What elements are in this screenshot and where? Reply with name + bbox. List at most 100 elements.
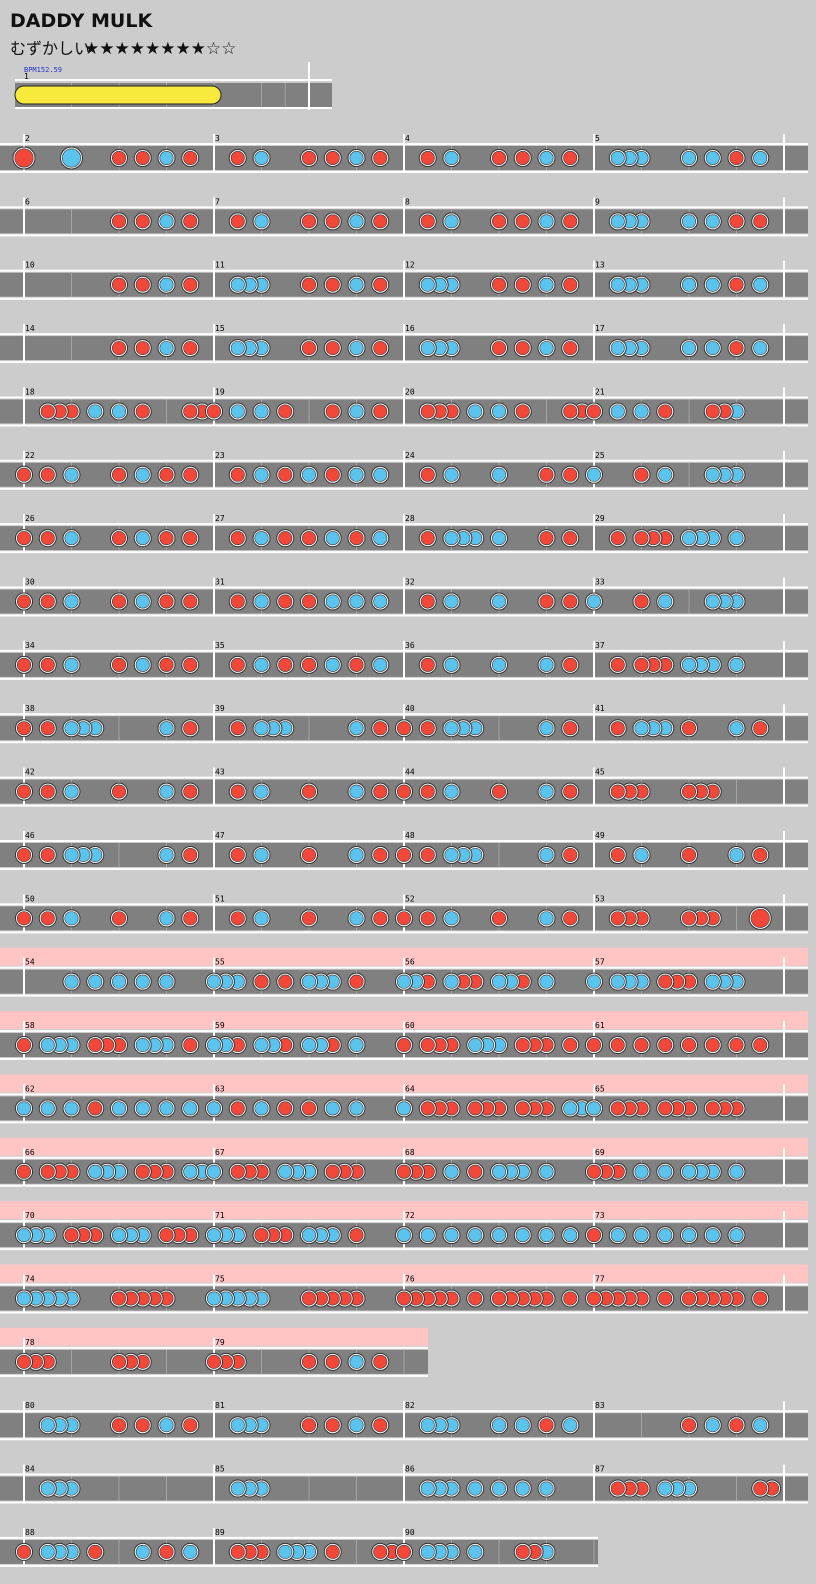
ka-note	[230, 1481, 245, 1496]
measure-number: 53	[595, 894, 605, 903]
don-note	[278, 467, 293, 482]
ka-note	[64, 1101, 79, 1116]
don-note	[563, 404, 578, 419]
ka-note	[64, 784, 79, 799]
don-note	[634, 531, 649, 546]
don-note	[325, 1544, 340, 1559]
ka-note	[491, 1228, 506, 1243]
don-note	[681, 721, 696, 736]
don-note	[396, 1291, 411, 1306]
measure-number: 2	[25, 134, 30, 143]
don-note	[373, 1354, 388, 1369]
gogo-band	[0, 1201, 808, 1220]
don-note	[729, 277, 744, 292]
ka-note	[468, 1481, 483, 1496]
don-note	[183, 911, 198, 926]
don-note	[515, 404, 530, 419]
ka-note	[254, 847, 269, 862]
don-note	[230, 151, 245, 166]
don-note	[301, 1291, 316, 1306]
ka-note	[468, 404, 483, 419]
ka-note	[349, 214, 364, 229]
don-note	[254, 974, 269, 989]
don-note	[183, 784, 198, 799]
measure-number: 78	[25, 1338, 35, 1347]
measure-number: 7	[215, 197, 220, 206]
don-note	[325, 1354, 340, 1369]
ka-note	[491, 657, 506, 672]
ka-note	[420, 1228, 435, 1243]
ka-note	[254, 1038, 269, 1053]
measure-number: 79	[215, 1338, 225, 1347]
ka-note	[681, 214, 696, 229]
don-note	[301, 847, 316, 862]
don-note	[16, 657, 31, 672]
ka-note	[681, 1164, 696, 1179]
don-note	[373, 911, 388, 926]
don-note	[491, 1291, 506, 1306]
ka-note	[658, 1164, 673, 1179]
ka-note	[159, 911, 174, 926]
don-note	[278, 531, 293, 546]
ka-note	[634, 721, 649, 736]
don-note	[420, 151, 435, 166]
measure-number: 77	[595, 1274, 605, 1283]
don-note	[159, 594, 174, 609]
measure-number: 60	[405, 1021, 415, 1030]
don-note	[301, 214, 316, 229]
ka-note	[135, 657, 150, 672]
measure-number: 37	[595, 641, 605, 650]
don-note	[420, 784, 435, 799]
measure-number: 73	[595, 1211, 605, 1220]
don-note	[112, 1291, 127, 1306]
don-note	[135, 341, 150, 356]
measure-number: 65	[595, 1084, 605, 1093]
don-note	[135, 1164, 150, 1179]
measure-number: 87	[595, 1465, 605, 1474]
don-note	[373, 151, 388, 166]
ka-note	[349, 911, 364, 926]
don-note	[325, 404, 340, 419]
ka-note	[586, 467, 601, 482]
don-note	[112, 214, 127, 229]
don-note	[40, 404, 55, 419]
don-note	[230, 467, 245, 482]
ka-note	[539, 911, 554, 926]
don-note	[515, 151, 530, 166]
don-note	[301, 911, 316, 926]
measure-number: 46	[25, 831, 35, 840]
don-note	[563, 277, 578, 292]
ka-note	[159, 1101, 174, 1116]
ka-note	[64, 467, 79, 482]
drumroll	[14, 85, 222, 105]
ka-note	[420, 341, 435, 356]
don-note	[563, 151, 578, 166]
ka-note	[729, 847, 744, 862]
measure-number: 58	[25, 1021, 35, 1030]
ka-note	[373, 531, 388, 546]
don-note	[159, 467, 174, 482]
ka-note	[753, 277, 768, 292]
don-note	[88, 1101, 103, 1116]
don-note	[681, 1291, 696, 1306]
don-note	[207, 404, 222, 419]
don-note	[230, 721, 245, 736]
don-note	[88, 1544, 103, 1559]
don-note	[753, 1038, 768, 1053]
measure-number: 20	[405, 387, 415, 396]
don-note	[420, 911, 435, 926]
ka-note	[64, 594, 79, 609]
measure-number: 41	[595, 704, 605, 713]
don-note	[515, 214, 530, 229]
ka-note	[349, 847, 364, 862]
ka-note	[373, 657, 388, 672]
don-note	[373, 847, 388, 862]
ka-note	[563, 1228, 578, 1243]
ka-note	[40, 1418, 55, 1433]
ka-note	[729, 1164, 744, 1179]
ka-note	[491, 974, 506, 989]
don-note	[230, 1164, 245, 1179]
ka-note	[705, 151, 720, 166]
don-note	[563, 531, 578, 546]
measure-number: 86	[405, 1465, 415, 1474]
